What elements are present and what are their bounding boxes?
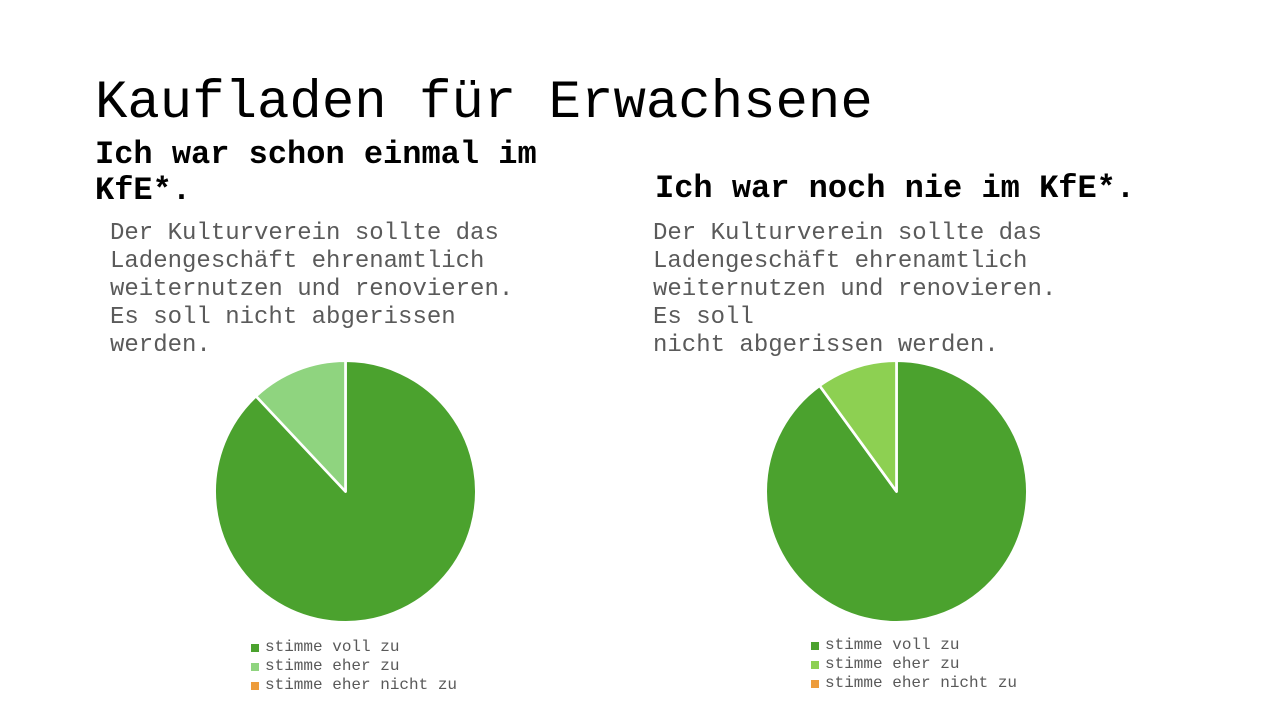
slide-title: Kaufladen für Erwachsene [95, 73, 873, 135]
chart-legend: stimme voll zu stimme eher zu stimme eher … [251, 638, 479, 695]
legend-item: stimme voll zu [811, 636, 1030, 655]
statement-text-visited: Der Kulturverein sollte das Ladengeschäf… [110, 220, 514, 359]
chart-legend: stimme voll zu stimme eher zu stimme eher … [811, 636, 1030, 693]
legend-item: stimme eher nicht zu [811, 674, 1030, 693]
legend-label: stimme eher zu [825, 655, 960, 673]
legend-label: stimme eher nicht zu [825, 674, 1018, 692]
pie-chart-visited-kfe: stimme voll zu stimme eher zu stimme eher … [212, 358, 479, 708]
legend-label: stimme voll zu [825, 636, 960, 654]
legend-item: stimme eher nicht zu [251, 676, 479, 695]
legend-item: stimme voll zu [251, 638, 479, 657]
pie-chart-never-visited-kfe: stimme voll zu stimme eher zu stimme eher … [763, 358, 1030, 708]
heading-never-visited-kfe: Ich war noch nie im KfE*. [655, 169, 1136, 207]
pie-visited-kfe [213, 359, 478, 624]
pie-never-visited-kfe [764, 359, 1029, 624]
pie-slice-2 [818, 359, 898, 493]
legend-swatch [251, 681, 259, 690]
legend-label: stimme eher zu [265, 657, 400, 675]
pie-slice-1 [764, 359, 1029, 624]
heading-visited-kfe: Ich war schon einmal im KfE*. [95, 135, 537, 209]
legend-swatch [811, 679, 819, 688]
pie-slice-2 [254, 359, 347, 493]
statement-text-never-visited: Der Kulturverein sollte das Ladengeschäf… [653, 220, 1057, 359]
legend-swatch [251, 643, 259, 652]
legend-label: stimme eher nicht zu [265, 676, 458, 694]
legend-swatch [251, 662, 259, 671]
legend-label: stimme voll zu [265, 638, 400, 656]
legend-item: stimme eher zu [811, 655, 1030, 674]
legend-swatch [811, 660, 819, 669]
legend-item: stimme eher zu [251, 657, 479, 676]
legend-swatch [811, 641, 819, 650]
